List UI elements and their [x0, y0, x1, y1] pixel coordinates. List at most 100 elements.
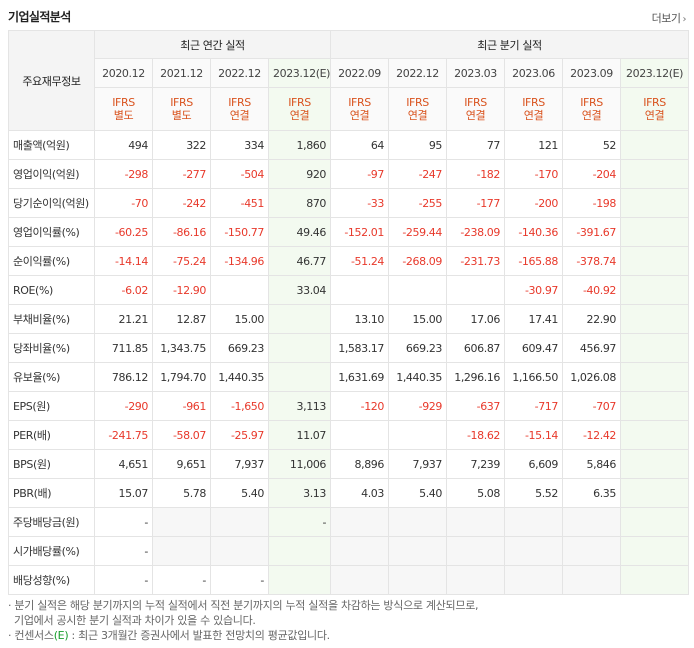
table-cell: -238.09 — [446, 217, 506, 247]
table-cell: 12.87 — [152, 304, 211, 334]
table-cell: 6.35 — [562, 478, 622, 508]
table-cell: 22.90 — [562, 304, 622, 334]
table-cell: -290 — [94, 391, 153, 421]
table-cell — [330, 507, 390, 537]
period-header: 2023.06 — [504, 58, 564, 88]
standard-type: IFRS — [288, 96, 311, 109]
note-line-1: · 분기 실적은 해당 분기까지의 누적 실적에서 직전 분기까지의 누적 실적… — [8, 599, 479, 612]
table-cell: -75.24 — [152, 246, 211, 276]
table-cell: 606.87 — [446, 333, 506, 363]
table-cell: 711.85 — [94, 333, 153, 363]
table-cell: -97 — [330, 159, 390, 189]
table-cell: -378.74 — [562, 246, 622, 276]
more-label[interactable]: 더보기 — [651, 12, 681, 25]
table-cell: 1,583.17 — [330, 333, 390, 363]
table-cell: 669.23 — [210, 333, 269, 363]
table-cell: -247 — [388, 159, 448, 189]
table-cell: - — [267, 507, 332, 537]
section-header: 기업실적분석 더보기 › — [8, 6, 686, 28]
note-consensus-mark: (E) — [53, 629, 69, 642]
table-cell: -33 — [330, 188, 390, 218]
standard-type: IFRS — [112, 96, 135, 109]
note-line-3: · 컨센서스(E) : 최근 3개월간 증권사에서 발표한 전망치의 평균값입니… — [8, 628, 688, 643]
table-cell: 64 — [330, 130, 390, 160]
table-cell — [562, 536, 622, 566]
table-cell — [620, 188, 690, 218]
table-cell: 7,937 — [388, 449, 448, 479]
table-cell: -1,650 — [210, 391, 269, 421]
table-cell — [330, 565, 390, 595]
table-cell — [620, 536, 690, 566]
table-cell — [620, 507, 690, 537]
table-cell: -231.73 — [446, 246, 506, 276]
table-cell: -152.01 — [330, 217, 390, 247]
standard-header: IFRS 연결 — [504, 87, 564, 131]
note-consensus-prefix: · 컨센서스 — [8, 629, 54, 642]
period-header: 2023.12(E) — [267, 58, 332, 88]
table-cell — [330, 536, 390, 566]
table-cell — [620, 449, 690, 479]
row-label: 순이익률(%) — [8, 246, 95, 276]
table-cell: 1,166.50 — [504, 362, 564, 392]
table-cell: -170 — [504, 159, 564, 189]
table-cell: 5.40 — [388, 478, 448, 508]
row-label: 시가배당률(%) — [8, 536, 95, 566]
table-cell: 1,440.35 — [210, 362, 269, 392]
table-cell — [620, 246, 690, 276]
table-cell — [210, 507, 269, 537]
table-cell: -929 — [388, 391, 448, 421]
table-cell: 46.77 — [267, 246, 332, 276]
table-row: 매출액(억원) 494 322 334 1,860 64 95 77 121 52 — [8, 130, 690, 160]
table-cell — [330, 275, 390, 305]
row-label: 부채비율(%) — [8, 304, 95, 334]
standard-header: IFRS 연결 — [388, 87, 448, 131]
row-label: 영업이익(억원) — [8, 159, 95, 189]
table-cell: -200 — [504, 188, 564, 218]
table-row: 순이익률(%) -14.14 -75.24 -134.96 46.77 -51.24 -26… — [8, 246, 690, 276]
standard-type: IFRS — [228, 96, 251, 109]
standard-type: IFRS — [406, 96, 429, 109]
table-row: 부채비율(%) 21.21 12.87 15.00 13.10 15.00 17.06 17.… — [8, 304, 690, 334]
table-cell — [620, 333, 690, 363]
row-label: 유보율(%) — [8, 362, 95, 392]
table-cell: -150.77 — [210, 217, 269, 247]
table-cell: -6.02 — [94, 275, 153, 305]
table-cell: -182 — [446, 159, 506, 189]
row-label: 당좌비율(%) — [8, 333, 95, 363]
table-cell: 9,651 — [152, 449, 211, 479]
table-cell — [152, 507, 211, 537]
table-row: 영업이익(억원) -298 -277 -504 920 -97 -247 -182 -170 -2… — [8, 159, 690, 189]
standard-scope: 연결 — [229, 109, 250, 122]
table-cell: 786.12 — [94, 362, 153, 392]
table-cell: 669.23 — [388, 333, 448, 363]
note-consensus-text: : 최근 3개월간 증권사에서 발표한 전망치의 평균값입니다. — [68, 629, 331, 642]
table-cell: -12.90 — [152, 275, 211, 305]
standard-header: IFRS 별도 — [94, 87, 153, 131]
standard-scope: 연결 — [407, 109, 428, 122]
table-cell: 1,794.70 — [152, 362, 211, 392]
table-cell: 17.06 — [446, 304, 506, 334]
table-cell — [620, 420, 690, 450]
table-cell: -14.14 — [94, 246, 153, 276]
table-cell — [210, 536, 269, 566]
table-cell — [620, 130, 690, 160]
row-label: PER(배) — [8, 420, 95, 450]
row-label: EPS(원) — [8, 391, 95, 421]
table-cell: 15.00 — [210, 304, 269, 334]
table-cell: -40.92 — [562, 275, 622, 305]
table-cell — [562, 507, 622, 537]
table-cell: 1,440.35 — [388, 362, 448, 392]
table-cell: 15.00 — [388, 304, 448, 334]
table-cell: 11,006 — [267, 449, 332, 479]
section-title: 기업실적분석 — [8, 10, 71, 24]
standard-scope: 연결 — [523, 109, 544, 122]
chevron-right-icon[interactable]: › — [682, 14, 687, 25]
table-row: PER(배) -241.75 -58.07 -25.97 11.07 -18.62 -15.… — [8, 420, 690, 450]
more-link[interactable]: 더보기 › — [651, 10, 687, 26]
table-row: 당좌비율(%) 711.85 1,343.75 669.23 1,583.17 669.2… — [8, 333, 690, 363]
table-cell: -717 — [504, 391, 564, 421]
table-cell: -298 — [94, 159, 153, 189]
row-label: 배당성향(%) — [8, 565, 95, 595]
standard-header: IFRS 연결 — [210, 87, 269, 131]
